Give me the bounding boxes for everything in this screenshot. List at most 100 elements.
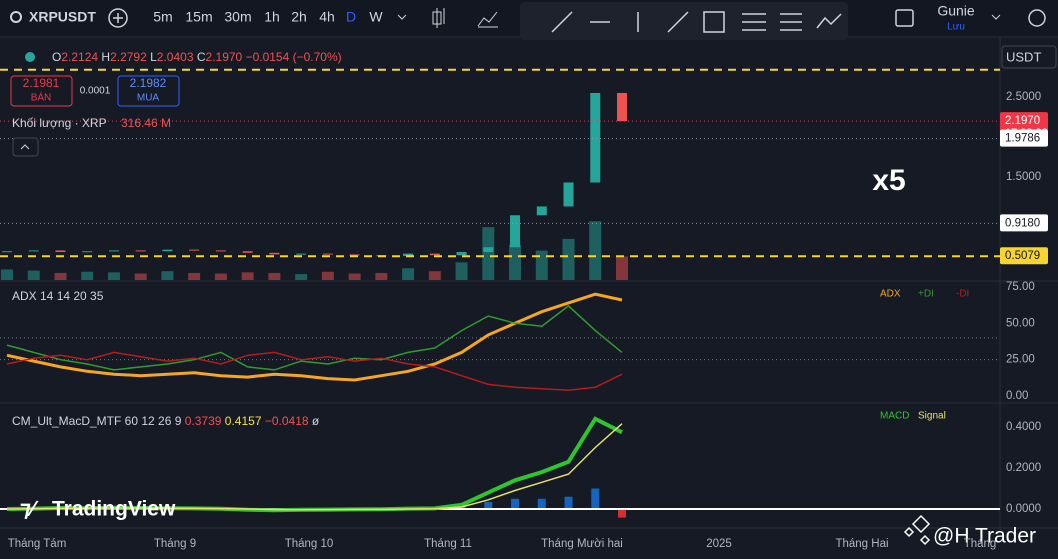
y-tick-label: 0.2000 xyxy=(1006,462,1041,474)
candle xyxy=(349,254,360,256)
watermark-icon xyxy=(903,514,931,546)
layout-icon[interactable] xyxy=(895,9,914,27)
annotation: x5 xyxy=(872,164,905,197)
interval[interactable]: 30m xyxy=(224,9,251,25)
candle xyxy=(55,250,66,253)
series-line xyxy=(6,292,623,382)
price-tag xyxy=(1000,214,1048,232)
close: 2.1970 xyxy=(206,50,243,64)
y-tick-label: 0.0000 xyxy=(1006,503,1041,515)
x-tick-label: Tháng 11 xyxy=(424,538,472,550)
indicator-icon[interactable] xyxy=(477,11,498,28)
candle-icon[interactable] xyxy=(432,8,445,28)
price-tag xyxy=(1000,129,1048,147)
save-status[interactable]: Lưu xyxy=(947,22,965,33)
price-tag-label: 1.9786 xyxy=(1005,133,1040,145)
interval[interactable]: 1h xyxy=(264,9,280,25)
y-tick-label: 1.5000 xyxy=(1006,171,1041,183)
interval[interactable]: D xyxy=(346,9,356,25)
sell-button[interactable] xyxy=(10,75,73,107)
history-icon[interactable] xyxy=(1028,9,1046,27)
plot: ADX +DI -DI MACD Signal xyxy=(0,68,1000,518)
open: 2.2124 xyxy=(61,50,98,64)
interval[interactable]: 2h xyxy=(291,9,307,25)
interval[interactable]: 5m xyxy=(153,9,172,25)
tradingview-mark: ⁊∕ xyxy=(20,496,39,521)
price-tag-label: 0.9180 xyxy=(1005,217,1040,229)
y-tick-label: 25.00 xyxy=(1006,354,1035,366)
chevron[interactable] xyxy=(991,14,1001,20)
volume-bar xyxy=(27,270,40,280)
histogram-bar xyxy=(537,498,546,510)
drawing-tools[interactable] xyxy=(551,11,842,33)
c-label: C xyxy=(197,50,206,64)
collapse-button[interactable] xyxy=(12,137,39,157)
signal-value: 0.4157 xyxy=(225,414,262,428)
candle xyxy=(162,249,173,252)
candle xyxy=(189,249,200,251)
volume-bar xyxy=(428,271,441,280)
volume-bar xyxy=(188,272,201,280)
volume-title: Khối lượng · XRP xyxy=(12,116,107,130)
volume-bar xyxy=(535,250,548,280)
volume-bar xyxy=(134,273,147,280)
volume-bar xyxy=(455,262,468,280)
price-tag xyxy=(1000,247,1048,265)
candle xyxy=(2,251,12,253)
volume-bar xyxy=(107,272,120,280)
chevron[interactable] xyxy=(397,14,407,20)
macd-legend: CM_Ult_MacD_MTF 60 12 26 9 0.3739 0.4157… xyxy=(12,414,320,428)
histogram-bar xyxy=(564,496,573,510)
buy-label: MUA xyxy=(137,93,160,104)
chevron-up xyxy=(20,144,30,150)
search-icon[interactable] xyxy=(10,11,22,23)
candle xyxy=(242,251,253,253)
interval[interactable]: 15m xyxy=(185,9,212,25)
price-tag-label: 0.5079 xyxy=(1005,250,1040,262)
interval[interactable]: 4h xyxy=(319,9,335,25)
x-tick-label: Tháng xyxy=(964,538,997,550)
macd-value: 0.3739 xyxy=(185,414,222,428)
y-tick-label: 2.5000 xyxy=(1006,91,1041,103)
currency-button[interactable] xyxy=(1001,45,1057,69)
interval[interactable]: W xyxy=(369,9,383,25)
histogram-bar xyxy=(591,488,600,510)
x-tick-label: Tháng Mười hai xyxy=(541,538,623,550)
candle xyxy=(483,247,494,253)
candle xyxy=(296,253,307,255)
symbol[interactable]: XRPUSDT xyxy=(29,9,96,25)
sell-label: BÁN xyxy=(31,91,52,104)
series-key: -DI xyxy=(956,289,969,300)
add-symbol[interactable] xyxy=(108,8,128,28)
currency[interactable]: USDT xyxy=(1006,49,1041,64)
series-key: ADX xyxy=(880,289,901,300)
x-tick-label: Tháng Tám xyxy=(8,538,67,550)
price-tag-label: 2.1970 xyxy=(1005,115,1040,127)
user-name[interactable]: Gunie xyxy=(937,3,975,19)
volume-bar xyxy=(482,227,495,280)
watermark: @H Trader xyxy=(933,525,1036,548)
macd-symbol: ø xyxy=(312,414,320,428)
series-line xyxy=(6,304,623,371)
volume-bar xyxy=(402,268,415,280)
volume-bar xyxy=(214,273,227,280)
volume-bar xyxy=(321,271,334,280)
volume-bar xyxy=(81,271,94,280)
intervals: 5m 15m 30m 1h 2h 4h D W xyxy=(153,9,383,25)
candle xyxy=(536,206,547,216)
plus xyxy=(113,13,123,23)
volume-bar xyxy=(295,274,308,280)
candle xyxy=(82,251,93,253)
y-tick-label: 0.4000 xyxy=(1006,421,1041,433)
legend-ohlc: O2.2124 H2.2792 L2.0403 C2.1970 −0.0154 … xyxy=(52,50,342,64)
hist-value: −0.0418 xyxy=(265,414,309,428)
l-label: L xyxy=(150,50,157,64)
volume-bar xyxy=(241,272,254,280)
candle xyxy=(456,252,467,256)
histogram-bar xyxy=(618,509,626,518)
volume-bar xyxy=(616,256,628,280)
buy-button[interactable] xyxy=(117,75,180,107)
candle xyxy=(269,252,280,255)
candle xyxy=(403,253,414,257)
